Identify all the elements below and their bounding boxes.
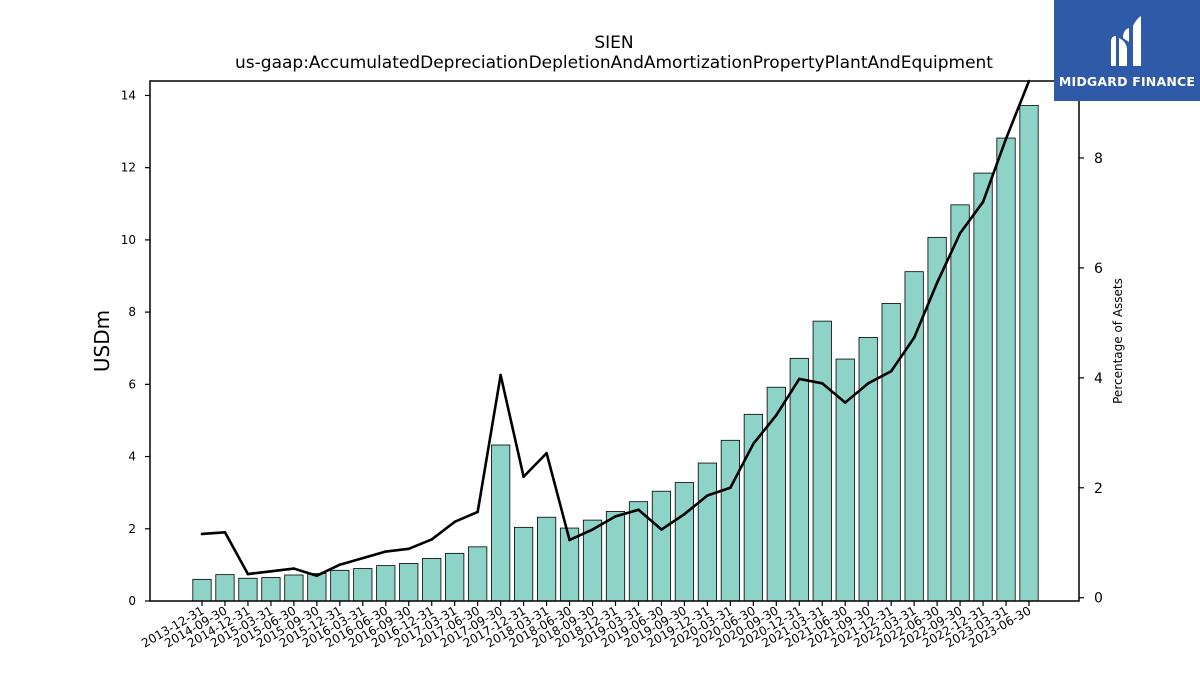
bar-2015-03-31 [261,577,281,602]
bar-2015-09-30 [307,573,327,602]
logo-text: MIDGARD FINANCE [1058,74,1196,89]
line-point-2021-09-30 [866,382,870,385]
line-point-2016-12-31 [430,538,434,541]
logo: MIDGARD FINANCE [1054,0,1200,101]
chart-subtitle: us-gaap:AccumulatedDepreciationDepletion… [235,53,993,73]
line-point-2017-09-30 [499,373,502,377]
bar-2013-12-31 [192,578,212,602]
bar-2016-03-31 [353,568,373,602]
bar-2021-03-31 [812,320,832,602]
chart-title: SIEN [594,33,633,53]
y-axis-label-right: Percentage of Assets [1111,278,1125,404]
line-point-2019-09-30 [683,512,686,516]
bar-series [192,105,1039,602]
right-tick-label: 0 [1094,591,1103,607]
bar-2020-09-30 [766,386,786,602]
plot-frame [149,80,1080,602]
bar-2015-06-30 [284,574,304,602]
line-point-2015-06-30 [292,567,296,570]
left-axis-ticks: 0 2 4 6 8 10 12 14 [121,88,150,608]
line-point-2020-06-30 [752,442,755,446]
line-point-2014-12-31 [246,572,250,576]
line-point-2016-06-30 [384,550,388,553]
left-tick-label: 12 [121,161,136,175]
line-point-2023-03-31 [1004,137,1008,141]
bar-2017-03-31 [445,552,465,602]
bar-2020-03-31 [720,439,740,602]
left-tick-label: 0 [128,594,136,608]
midgard-finance-logo-icon [1111,16,1141,66]
bar-2015-12-31 [330,569,350,602]
line-point-2017-06-30 [476,510,479,514]
bar-2014-09-30 [215,574,235,602]
line-point-2013-12-31 [200,532,204,536]
bar-2016-12-31 [422,557,442,602]
left-tick-label: 10 [121,233,136,247]
left-tick-label: 2 [128,522,136,536]
line-point-2015-12-31 [338,563,342,567]
bar-2023-03-31 [996,137,1016,602]
line-point-2017-12-31 [522,475,525,479]
line-point-2022-03-31 [912,336,916,340]
bar-2016-06-30 [376,565,396,602]
line-point-2019-06-30 [660,528,663,531]
bar-2022-09-30 [950,204,970,602]
bar-2022-12-31 [973,172,993,602]
left-tick-label: 4 [128,450,136,464]
line-point-2022-06-30 [935,281,939,285]
bar-2019-06-30 [651,490,672,602]
bar-2019-12-31 [697,462,717,602]
bar-2018-03-31 [536,516,557,602]
line-point-2019-12-31 [706,494,709,497]
line-point-2021-12-31 [889,369,893,373]
bar-2016-09-30 [399,563,419,602]
bar-2023-06-30 [1019,105,1039,602]
line-point-2020-12-31 [797,377,801,381]
line-point-2022-12-31 [981,200,985,204]
line-point-2020-09-30 [775,413,778,417]
line-point-2018-12-31 [614,515,617,518]
line-series [200,79,1031,578]
bar-2020-12-31 [789,357,809,602]
left-tick-label: 6 [128,377,136,391]
line-point-2019-03-31 [637,508,640,512]
line-point-2016-09-30 [407,547,411,551]
bar-2021-09-30 [858,336,878,602]
line-point-2016-03-31 [361,556,365,560]
bar-2017-09-30 [491,444,511,602]
line-point-2015-03-31 [269,570,273,573]
line-point-2021-06-30 [843,401,847,404]
line-point-2022-09-30 [958,231,962,235]
line-point-2014-09-30 [223,530,227,534]
bar-2017-12-31 [514,526,534,602]
right-tick-label: 2 [1094,481,1103,497]
bar-2021-12-31 [881,303,901,602]
line-point-2017-03-31 [453,520,456,524]
bar-2014-12-31 [238,577,258,602]
line-point-2020-03-31 [729,486,732,490]
right-tick-label: 4 [1094,371,1103,387]
right-tick-label: 6 [1094,261,1103,277]
right-tick-label: 8 [1094,151,1103,167]
y-axis-label-left: USDm [90,310,114,372]
x-axis-ticks: 2013-12-312014-09-302014-12-312015-03-31… [139,601,1034,650]
bar-2021-06-30 [835,358,855,602]
line-point-2018-09-30 [591,528,594,531]
bar-2018-12-31 [605,511,626,602]
line-point-2018-06-30 [568,538,571,542]
bar-2019-09-30 [674,482,695,602]
left-tick-label: 8 [128,305,136,319]
line-point-2015-09-30 [315,574,319,578]
line-point-2021-03-31 [820,382,824,385]
left-tick-label: 14 [121,88,136,102]
bar-2022-06-30 [927,236,947,602]
right-axis-ticks: 0 2 4 6 8 [1079,151,1103,607]
line-point-2018-03-31 [545,451,548,455]
bar-2017-06-30 [468,546,488,602]
